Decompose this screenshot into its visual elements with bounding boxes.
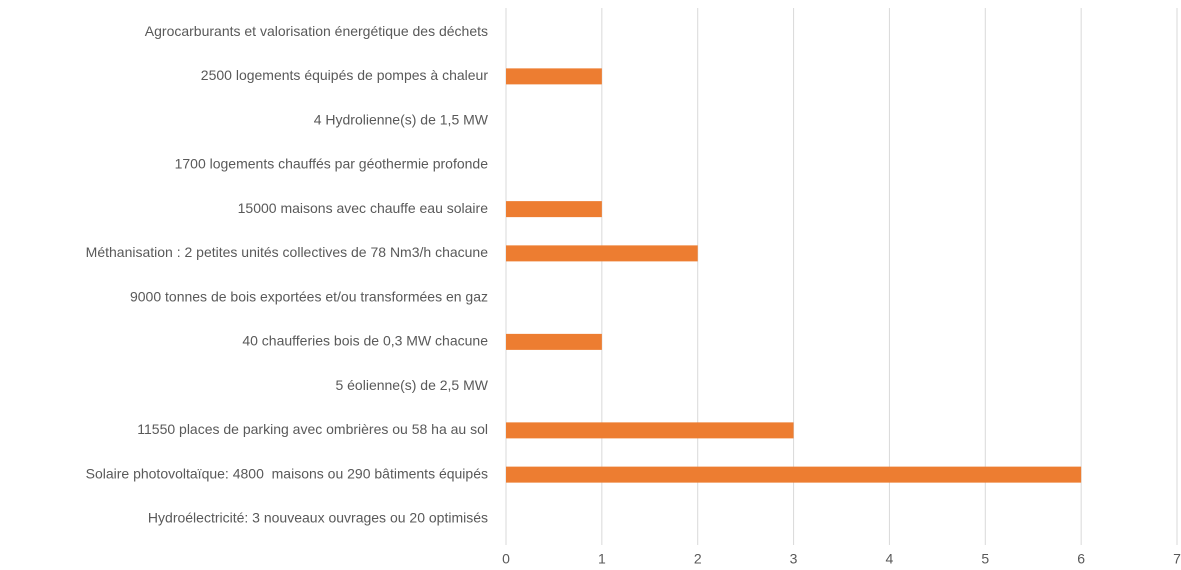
y-tick-label: 9000 tonnes de bois exportées et/ou tran… (130, 288, 488, 304)
y-tick-label: Hydroélectricité: 3 nouveaux ouvrages ou… (148, 510, 488, 526)
y-tick-label: 15000 maisons avec chauffe eau solaire (238, 200, 489, 216)
y-tick-label: Agrocarburants et valorisation énergétiq… (145, 23, 488, 39)
y-tick-label: 5 éolienne(s) de 2,5 MW (335, 377, 488, 393)
y-tick-label: 40 chaufferies bois de 0,3 MW chacune (242, 333, 488, 349)
x-tick-label: 3 (790, 551, 798, 567)
bar (506, 422, 794, 439)
y-tick-label: 11550 places de parking avec ombrières o… (137, 421, 488, 437)
x-tick-label: 0 (502, 551, 510, 567)
x-tick-label: 7 (1173, 551, 1181, 567)
bar (506, 333, 602, 350)
x-tick-label: 1 (598, 551, 606, 567)
bar (506, 466, 1082, 483)
x-tick-label: 6 (1077, 551, 1085, 567)
x-tick-label: 4 (886, 551, 894, 567)
x-tick-label: 2 (694, 551, 702, 567)
x-tick-label: 5 (981, 551, 989, 567)
y-tick-label: Méthanisation : 2 petites unités collect… (86, 244, 489, 260)
bar (506, 68, 602, 85)
bar (506, 245, 698, 262)
y-tick-label: 4 Hydrolienne(s) de 1,5 MW (314, 111, 489, 127)
y-tick-label: 1700 logements chauffés par géothermie p… (175, 156, 489, 172)
bar (506, 201, 602, 218)
y-tick-label: 2500 logements équipés de pompes à chale… (201, 67, 489, 83)
y-tick-label: Solaire photovoltaïque: 4800 maisons ou … (86, 465, 488, 481)
